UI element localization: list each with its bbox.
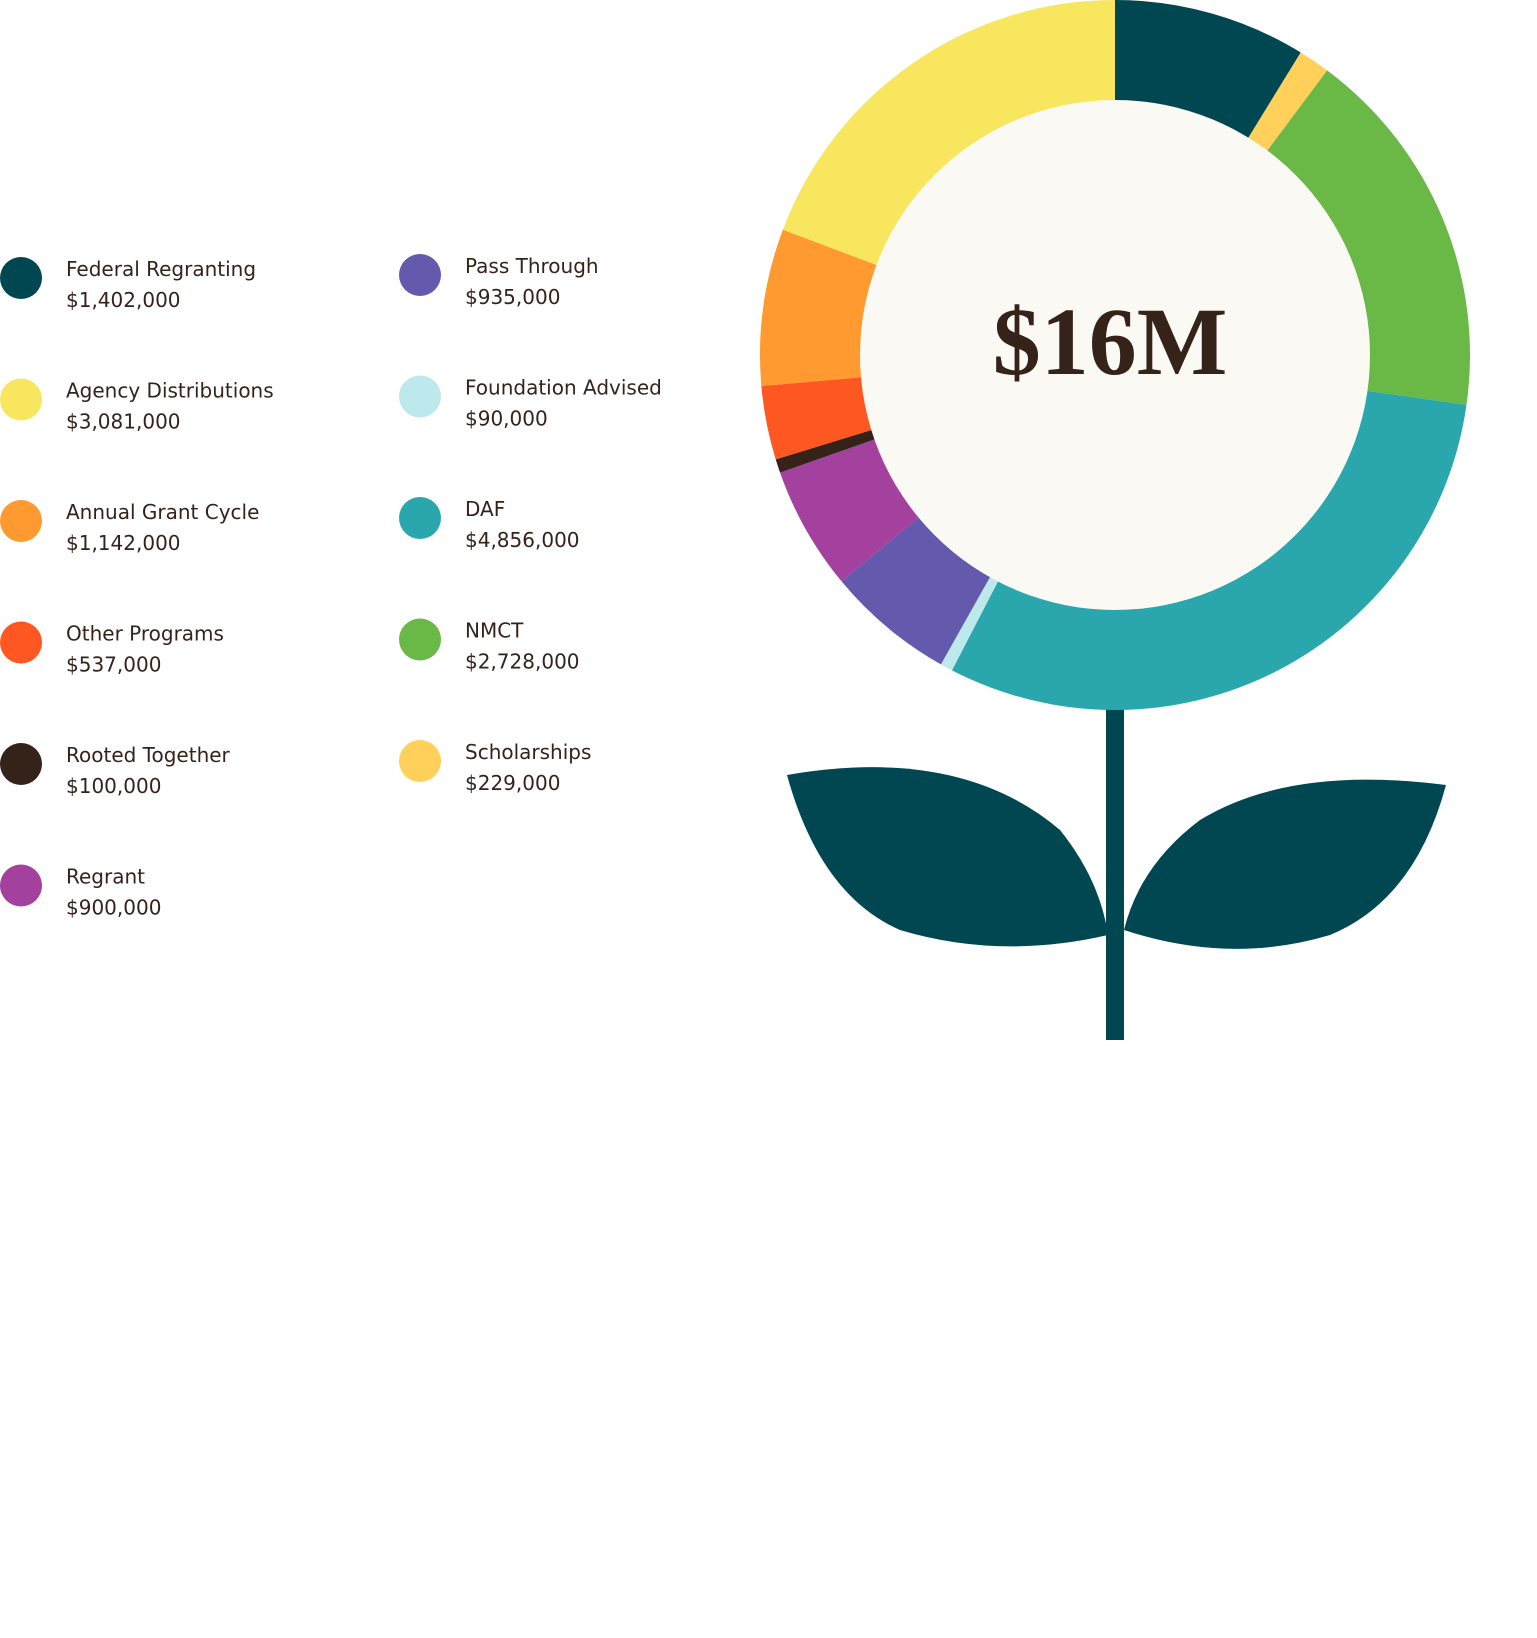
legend-value: $537,000 — [66, 653, 161, 677]
legend-swatch — [0, 500, 42, 542]
leaf-right — [1124, 779, 1446, 949]
legend-value: $4,856,000 — [465, 528, 580, 552]
legend-swatch — [0, 743, 42, 785]
legend-swatch — [0, 621, 42, 664]
legend-name: Pass Through — [465, 254, 599, 278]
legend-value: $229,000 — [465, 771, 560, 795]
donut-slice — [940, 564, 1005, 671]
legend-swatch — [0, 257, 42, 299]
legend-value: $1,402,000 — [66, 288, 181, 312]
legend-value: $1,142,000 — [66, 531, 181, 555]
legend-name: Foundation Advised — [465, 376, 662, 400]
legend-swatch — [399, 497, 441, 539]
legend-name: Rooted Together — [66, 743, 231, 767]
legend-value: $100,000 — [66, 774, 161, 798]
legend-value: $2,728,000 — [465, 650, 580, 674]
legend: Federal Regranting $1,402,000 Scholarships… — [0, 254, 662, 920]
donut-slice — [1240, 52, 1328, 163]
legend-swatch — [399, 618, 441, 661]
donut-slice — [760, 229, 891, 387]
legend-name: Annual Grant Cycle — [66, 500, 259, 524]
center-label: $16M — [993, 288, 1228, 395]
legend-swatch — [399, 375, 441, 418]
donut-slice — [761, 375, 886, 460]
legend-name: Agency Distributions — [66, 379, 274, 403]
donut-hole — [860, 100, 1370, 610]
legend-name: Scholarships — [465, 740, 591, 764]
legend-name: NMCT — [465, 619, 524, 643]
donut-slice — [1258, 70, 1470, 405]
legend-value: $3,081,000 — [66, 410, 181, 434]
legend-value: $935,000 — [465, 285, 560, 309]
legend-value: $900,000 — [66, 896, 161, 920]
legend-swatch — [0, 864, 42, 907]
legend-name: Other Programs — [66, 622, 224, 646]
donut-slice — [775, 425, 889, 473]
legend-swatch — [399, 254, 441, 296]
legend-name: DAF — [465, 497, 505, 521]
legend-swatch — [399, 740, 441, 782]
legend-name: Federal Regranting — [66, 257, 256, 281]
leaf-left — [787, 767, 1108, 947]
legend-value: $90,000 — [465, 407, 548, 431]
donut-slice — [782, 0, 1115, 271]
legend-name: Regrant — [66, 865, 145, 889]
stem — [1106, 700, 1124, 1040]
legend-swatch — [0, 378, 42, 421]
flower-decor — [787, 700, 1446, 1040]
